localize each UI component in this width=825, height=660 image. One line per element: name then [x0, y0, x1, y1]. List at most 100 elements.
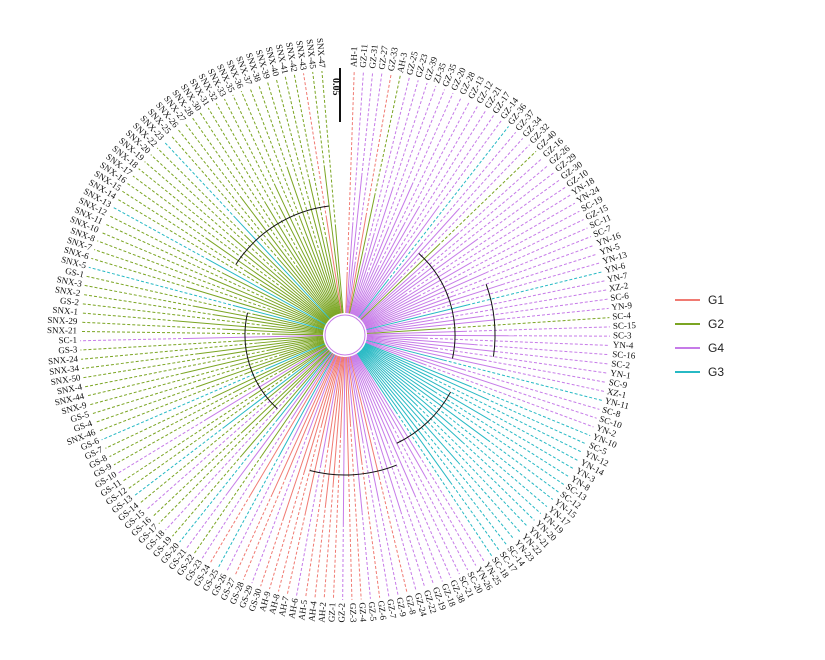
branch — [219, 338, 324, 356]
branch — [232, 237, 329, 321]
branch-extension — [442, 317, 610, 330]
branch-extension — [417, 105, 479, 209]
branch — [274, 310, 325, 329]
branch — [278, 259, 331, 319]
branch-extension — [414, 494, 452, 579]
tip-label: SNX-4 — [56, 381, 83, 396]
branch — [363, 263, 470, 325]
branch — [282, 287, 328, 323]
branch-extension — [258, 84, 289, 170]
branch — [324, 168, 343, 314]
tip-label: SC-1 — [58, 335, 77, 345]
branch-extension — [386, 126, 509, 282]
tip-label: SC-15 — [613, 320, 637, 331]
branch — [362, 294, 406, 324]
branch — [357, 207, 438, 318]
branch — [206, 346, 327, 420]
branch — [366, 334, 515, 337]
branch-extension — [415, 403, 535, 521]
branch-extension — [109, 391, 236, 458]
branch-extension — [104, 223, 269, 300]
branch-extension — [127, 183, 209, 240]
branch-extension — [391, 82, 428, 190]
branch — [354, 354, 394, 427]
branch-extension — [80, 337, 187, 342]
branch-extension — [418, 210, 580, 297]
branch — [207, 239, 328, 323]
branch-extension — [424, 337, 610, 346]
legend-label: G4 — [708, 341, 724, 355]
root-ring — [324, 314, 366, 356]
tip-label: YN-7 — [606, 270, 629, 284]
branch — [228, 290, 325, 328]
branch-extension — [342, 523, 344, 600]
branch — [325, 356, 343, 505]
branch — [351, 355, 391, 463]
branch — [359, 210, 459, 320]
branch-extension — [201, 416, 294, 559]
branch-extension — [81, 342, 258, 360]
branch — [186, 334, 324, 339]
branch — [227, 352, 333, 494]
branch-extension — [321, 70, 337, 228]
branch — [346, 356, 363, 513]
tip-label: YN-4 — [613, 340, 634, 351]
branch — [255, 314, 324, 331]
branch-extension — [170, 134, 280, 260]
branch-extension — [86, 275, 256, 316]
branch — [350, 235, 374, 314]
branch — [352, 355, 388, 442]
branch — [361, 276, 415, 322]
branch-extension — [312, 71, 326, 169]
branch-extension — [346, 70, 355, 276]
branch-extension — [424, 438, 508, 546]
branch — [249, 353, 335, 496]
branch — [241, 351, 332, 456]
tip-label: SNX-21 — [47, 325, 77, 335]
tree-branches — [80, 70, 610, 600]
branch-extension — [434, 391, 570, 478]
branch-extension — [80, 312, 176, 322]
branch — [366, 328, 443, 335]
branch-extension — [296, 464, 322, 596]
tip-label: AH-1 — [348, 47, 359, 68]
branch — [304, 356, 341, 513]
branch — [277, 351, 332, 420]
branch — [303, 355, 340, 473]
branch — [366, 336, 496, 352]
branch-extension — [432, 171, 555, 268]
tip-label: GZ-5 — [367, 601, 379, 622]
branch — [362, 346, 451, 408]
branch — [365, 342, 424, 365]
tip-label: YN-6 — [604, 260, 627, 275]
branch — [320, 356, 342, 465]
branch-extension — [91, 354, 283, 415]
branch — [352, 274, 368, 315]
branch — [262, 285, 327, 325]
branch-extension — [349, 423, 362, 600]
tip-label: XZ-2 — [608, 280, 629, 293]
branch — [355, 208, 419, 317]
tip-label: SC-9 — [608, 377, 628, 390]
branch-extension — [413, 389, 554, 500]
branch-extension — [417, 262, 601, 315]
branch — [366, 315, 481, 333]
branch-extension — [179, 419, 278, 543]
branch-extension — [260, 517, 285, 587]
clade-arc — [235, 205, 330, 265]
branch — [349, 255, 366, 314]
branch-extension — [172, 454, 243, 537]
branch-extension — [501, 253, 598, 286]
branch-extension — [449, 406, 565, 485]
branch — [215, 314, 324, 333]
branch-extension — [81, 303, 265, 326]
branch — [356, 246, 406, 318]
branch — [346, 225, 354, 314]
branch-extension — [284, 76, 311, 183]
branch — [340, 356, 345, 435]
branch — [351, 189, 393, 315]
tip-label: SC-16 — [612, 349, 636, 361]
tip-label: AH-5 — [296, 599, 309, 621]
branch — [359, 351, 459, 463]
branch — [354, 267, 379, 316]
